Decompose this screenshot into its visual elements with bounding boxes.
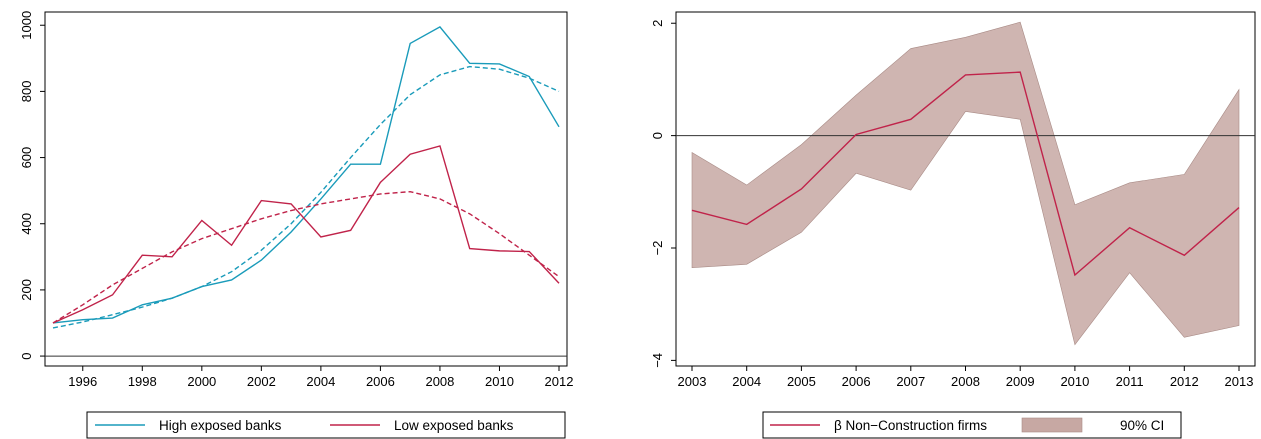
x-tick-label: 2003 bbox=[678, 374, 707, 389]
left-y-axis: 0 200 400 600 800 1000 bbox=[19, 11, 45, 360]
x-tick-label: 2008 bbox=[425, 374, 454, 389]
x-tick-label: 2010 bbox=[1060, 374, 1089, 389]
right-legend: β Non−Construction firms 90% CI bbox=[762, 411, 1182, 439]
x-tick-label: 2004 bbox=[732, 374, 761, 389]
legend-band-swatch bbox=[1021, 417, 1083, 433]
x-tick-label: 2002 bbox=[247, 374, 276, 389]
x-tick-label: 2012 bbox=[1170, 374, 1199, 389]
left-legend: High exposed banks Low exposed banks bbox=[86, 411, 566, 439]
x-tick-label: 2012 bbox=[545, 374, 574, 389]
x-tick-label: 2004 bbox=[306, 374, 335, 389]
y-tick-label: −2 bbox=[650, 241, 665, 256]
x-tick-label: 1998 bbox=[128, 374, 157, 389]
x-tick-label: 2000 bbox=[187, 374, 216, 389]
x-tick-label: 2011 bbox=[1116, 374, 1144, 389]
x-tick-label: 2009 bbox=[1006, 374, 1035, 389]
x-tick-label: 2013 bbox=[1225, 374, 1254, 389]
x-tick-label: 2008 bbox=[951, 374, 980, 389]
left-chart-panel: 1996 1998 2000 2002 2004 2006 2008 2010 2012 0 20… bbox=[19, 11, 573, 439]
y-tick-label: 800 bbox=[19, 81, 34, 103]
left-plot-frame bbox=[44, 11, 568, 367]
x-tick-label: 2006 bbox=[366, 374, 395, 389]
y-tick-label: 2 bbox=[650, 20, 665, 27]
trend-line-1 bbox=[52, 65, 560, 329]
series-line-0 bbox=[52, 25, 560, 324]
y-tick-label: 1000 bbox=[19, 11, 34, 40]
x-tick-label: 2006 bbox=[842, 374, 871, 389]
x-tick-label: 1996 bbox=[68, 374, 97, 389]
series-line-0 bbox=[691, 71, 1240, 277]
right-chart-panel: 2003 2004 2005 2006 2007 2008 2009 2010 2011 2012… bbox=[650, 11, 1256, 439]
x-tick-label: 2010 bbox=[485, 374, 514, 389]
right-x-axis: 2003 2004 2005 2006 2007 2008 2009 2010 2011 2012… bbox=[678, 366, 1254, 389]
right-y-axis: −4 −2 0 2 bbox=[650, 20, 676, 368]
legend-label: β Non−Construction firms bbox=[834, 418, 987, 433]
y-tick-label: 0 bbox=[650, 132, 665, 139]
legend-box bbox=[86, 411, 566, 439]
legend-box bbox=[762, 411, 1182, 439]
legend-label: 90% CI bbox=[1120, 418, 1164, 433]
y-tick-label: −4 bbox=[650, 353, 665, 368]
y-tick-label: 400 bbox=[19, 213, 34, 235]
y-tick-label: 200 bbox=[19, 279, 34, 301]
left-x-axis: 1996 1998 2000 2002 2004 2006 2008 2010 2012 bbox=[68, 366, 573, 389]
x-tick-label: 2007 bbox=[896, 374, 925, 389]
trend-line-3 bbox=[52, 190, 560, 324]
legend-label: Low exposed banks bbox=[394, 418, 514, 433]
legend-label: High exposed banks bbox=[159, 418, 282, 433]
y-tick-label: 0 bbox=[19, 352, 34, 359]
series-line-2 bbox=[52, 145, 560, 324]
x-tick-label: 2005 bbox=[787, 374, 816, 389]
y-tick-label: 600 bbox=[19, 147, 34, 169]
ci-band bbox=[691, 21, 1240, 346]
